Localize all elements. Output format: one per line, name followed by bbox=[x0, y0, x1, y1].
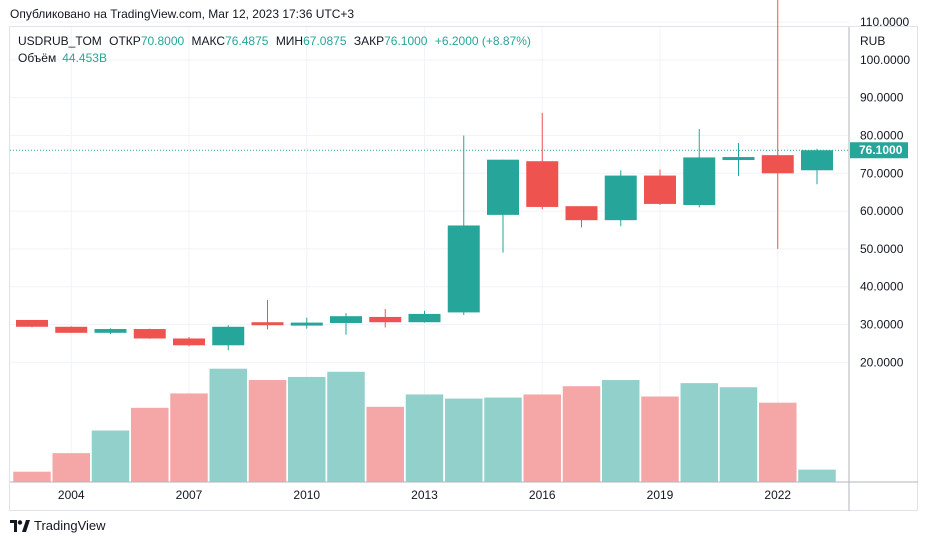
chart-frame bbox=[9, 26, 918, 511]
volume-bar bbox=[405, 394, 444, 482]
volume-bar bbox=[248, 380, 287, 482]
low-value: 67.0875 bbox=[303, 34, 347, 48]
candle-body bbox=[408, 313, 441, 323]
x-tick-label: 2013 bbox=[411, 488, 438, 502]
high-label: МАКС bbox=[191, 34, 226, 48]
candle-body bbox=[487, 159, 519, 215]
candle-body bbox=[761, 155, 794, 174]
candle-body bbox=[290, 322, 323, 326]
currency-label: RUB bbox=[860, 34, 885, 48]
volume-bar bbox=[641, 396, 679, 482]
y-tick-label: 80.0000 bbox=[860, 129, 904, 143]
volume-legend: Объём 44.453B bbox=[18, 51, 107, 65]
volume-label: Объём bbox=[18, 51, 57, 65]
volume-bar bbox=[484, 397, 522, 482]
y-tick-label: 40.0000 bbox=[860, 280, 904, 294]
x-tick-label: 2019 bbox=[647, 488, 674, 502]
volume-bar bbox=[759, 402, 797, 482]
close-label: ЗАКР bbox=[353, 34, 385, 48]
y-tick-label: 30.0000 bbox=[860, 318, 904, 332]
tradingview-logo-icon bbox=[10, 519, 30, 532]
candle-body bbox=[94, 329, 127, 333]
y-tick-label: 60.0000 bbox=[860, 204, 904, 218]
candle-body bbox=[644, 175, 676, 204]
candle-body bbox=[133, 329, 166, 339]
y-tick-label: 50.0000 bbox=[860, 242, 904, 256]
candle-body bbox=[173, 338, 205, 346]
y-tick-label: 100.0000 bbox=[860, 53, 910, 67]
x-tick-label: 2022 bbox=[764, 488, 791, 502]
volume-bar bbox=[719, 387, 758, 482]
candle-body bbox=[683, 157, 716, 206]
candle-body bbox=[212, 326, 245, 346]
volume-bar bbox=[209, 368, 247, 482]
open-label: ОТКР bbox=[109, 34, 141, 48]
volume-bar bbox=[366, 406, 404, 482]
volume-bar bbox=[91, 430, 130, 482]
close-value: 76.1000 bbox=[384, 34, 428, 48]
tradingview-logo[interactable]: TradingView bbox=[10, 518, 106, 533]
candle-body bbox=[330, 316, 362, 323]
open-value: 70.8000 bbox=[140, 34, 185, 48]
candle-body bbox=[16, 319, 48, 327]
volume-bar bbox=[523, 394, 561, 482]
change-value: +6.2000 (+8.87%) bbox=[434, 34, 531, 48]
x-tick-label: 2010 bbox=[293, 488, 320, 502]
x-tick-label: 2016 bbox=[529, 488, 556, 502]
candle-body bbox=[565, 206, 598, 221]
symbol-label[interactable]: USDRUB_TOM bbox=[18, 34, 102, 48]
volume-bar bbox=[602, 380, 640, 482]
y-tick-label: 90.0000 bbox=[860, 91, 904, 105]
candle-body bbox=[801, 150, 833, 171]
candle-body bbox=[55, 326, 88, 333]
volume-bar bbox=[52, 453, 90, 482]
last-price-badge bbox=[850, 142, 908, 159]
x-tick-label: 2007 bbox=[176, 488, 203, 502]
volume-bar bbox=[562, 386, 601, 482]
candle-body bbox=[526, 161, 559, 207]
last-price-label: 76.1000 bbox=[859, 143, 903, 157]
ohlc-legend: USDRUB_TOM ОТКР70.8000 МАКС76.4875 МИН67… bbox=[18, 34, 531, 48]
candle-body bbox=[722, 157, 755, 161]
volume-value: 44.453B bbox=[62, 51, 107, 65]
volume-bar bbox=[327, 371, 365, 482]
candle-body bbox=[604, 175, 637, 221]
candle-body bbox=[251, 322, 284, 326]
volume-bar bbox=[131, 407, 169, 482]
volume-bar bbox=[680, 383, 718, 482]
candle-body bbox=[447, 225, 480, 313]
volume-bar bbox=[445, 398, 483, 482]
low-label: МИН bbox=[275, 34, 304, 48]
volume-bar bbox=[288, 376, 326, 482]
volume-bar bbox=[798, 469, 836, 482]
x-tick-label: 2004 bbox=[58, 488, 85, 502]
volume-bar bbox=[13, 471, 51, 482]
y-tick-label: 20.0000 bbox=[860, 355, 904, 369]
high-value: 76.4875 bbox=[225, 34, 269, 48]
y-tick-label: 110.0000 bbox=[860, 15, 909, 29]
y-tick-label: 70.0000 bbox=[860, 166, 904, 180]
candle-body bbox=[369, 316, 402, 323]
volume-bar bbox=[170, 393, 208, 482]
published-caption: Опубликовано на TradingView.com, Mar 12,… bbox=[10, 7, 355, 21]
tradingview-logo-text: TradingView bbox=[34, 518, 106, 533]
